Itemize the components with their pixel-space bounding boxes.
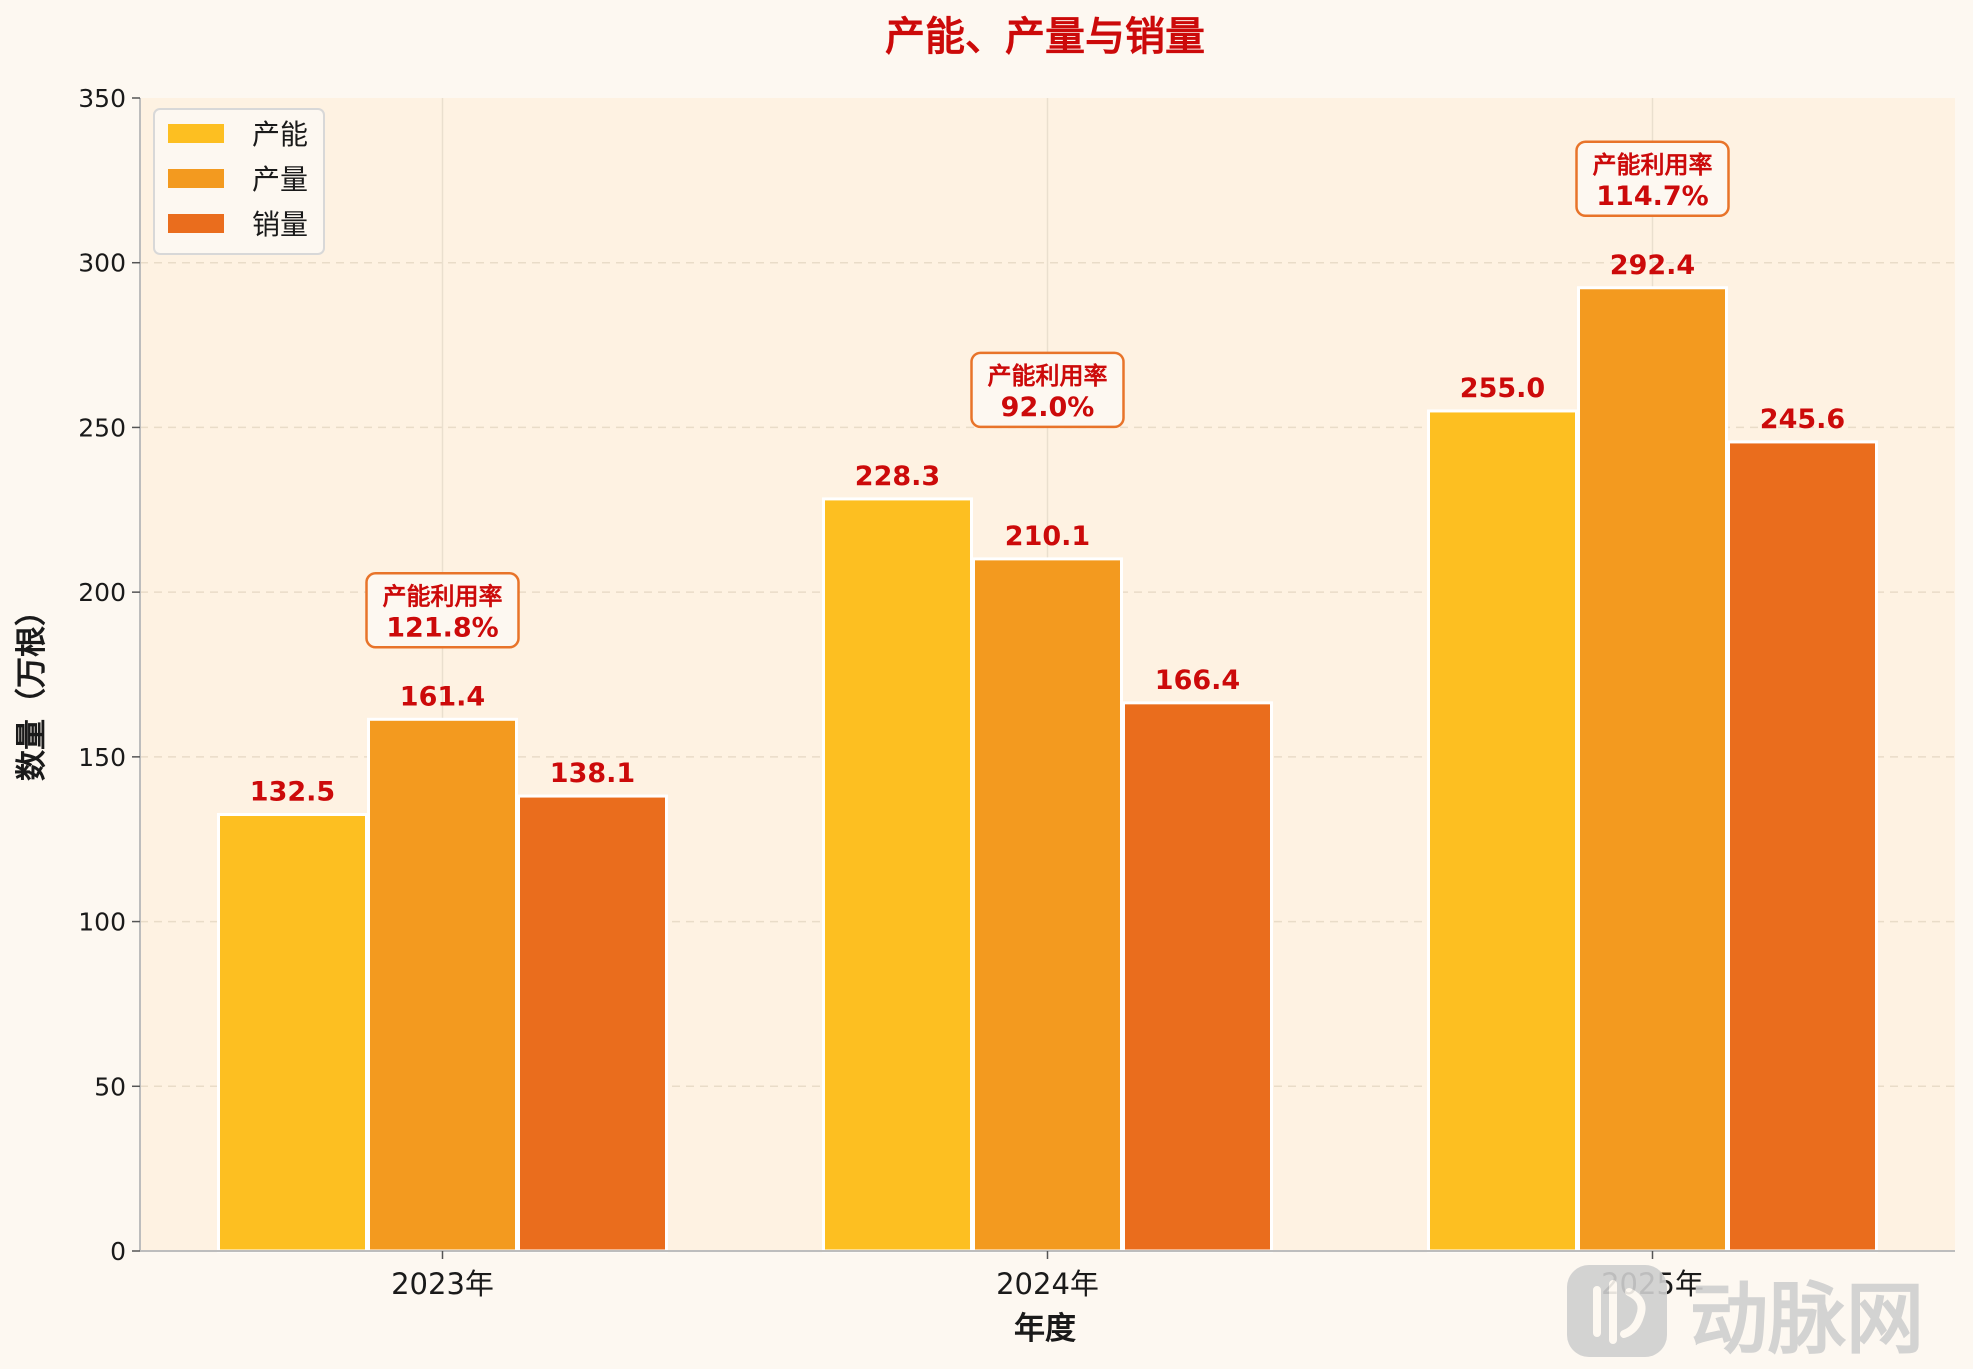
value-label: 210.1 (1005, 521, 1090, 552)
y-tick-label: 250 (78, 413, 126, 442)
watermark-text: 动脉网 (1690, 1275, 1924, 1365)
bars (217, 286, 1878, 1253)
bar-产能-2024年 (822, 497, 973, 1253)
y-tick-label: 50 (94, 1072, 126, 1101)
value-label: 228.3 (855, 461, 940, 492)
logo-icon (1567, 1265, 1667, 1357)
annotation-box (1575, 140, 1730, 218)
value-label: 166.4 (1155, 665, 1240, 696)
value-labels: 132.5 228.3 255.0 161.4 210.1 292.4 138.1 166.4… (250, 250, 1845, 808)
y-axis-ticks: 0 50 100 150 200 250 300 350 (78, 84, 140, 1266)
value-label: 255.0 (1460, 373, 1545, 404)
legend-swatch-产量 (168, 169, 224, 188)
y-tick-label: 350 (78, 84, 126, 113)
annotation-title: 产能利用率 (1593, 151, 1713, 179)
watermark: 动脉网 (1567, 1265, 1924, 1365)
x-axis-ticks: 2023年2024年2025年 (391, 1251, 1704, 1301)
bar-产能-2025年 (1427, 409, 1578, 1253)
bar-销量-2024年 (1122, 701, 1273, 1253)
x-axis-label: 年度 (1014, 1311, 1076, 1347)
y-tick-label: 200 (78, 578, 126, 607)
chart-title: 产能、产量与销量 (885, 14, 1205, 60)
bar-销量-2025年 (1727, 440, 1878, 1253)
legend-swatch-销量 (168, 214, 224, 233)
y-tick-label: 0 (110, 1237, 126, 1266)
value-label: 138.1 (550, 758, 635, 789)
x-tick-label: 2024年 (996, 1267, 1099, 1301)
y-tick-label: 150 (78, 743, 126, 772)
bar-销量-2023年 (517, 794, 668, 1253)
bar-产量-2025年 (1577, 286, 1728, 1253)
legend-label: 产量 (252, 163, 308, 196)
y-tick-label: 100 (78, 908, 126, 937)
bar-产量-2024年 (972, 557, 1123, 1253)
value-label: 292.4 (1610, 250, 1695, 281)
legend-label: 销量 (252, 208, 308, 241)
y-tick-label: 300 (78, 249, 126, 278)
x-tick-label: 2023年 (391, 1267, 494, 1301)
annotation-title: 产能利用率 (988, 362, 1108, 390)
annotation-box (365, 572, 520, 649)
annotation-title: 产能利用率 (383, 582, 503, 610)
annotation-value: 92.0% (1001, 392, 1095, 423)
value-label: 161.4 (400, 681, 485, 712)
bar-产量-2023年 (367, 717, 518, 1253)
legend-label: 产能 (252, 118, 308, 151)
value-label: 132.5 (250, 777, 335, 808)
y-axis-label: 数量（万根） (14, 595, 50, 781)
annotation-value: 121.8% (386, 612, 498, 643)
annotation-box (970, 351, 1125, 429)
legend-swatch-产能 (168, 124, 224, 143)
value-label: 245.6 (1760, 404, 1845, 435)
annotation-value: 114.7% (1596, 181, 1708, 212)
bar-产能-2023年 (217, 813, 368, 1253)
